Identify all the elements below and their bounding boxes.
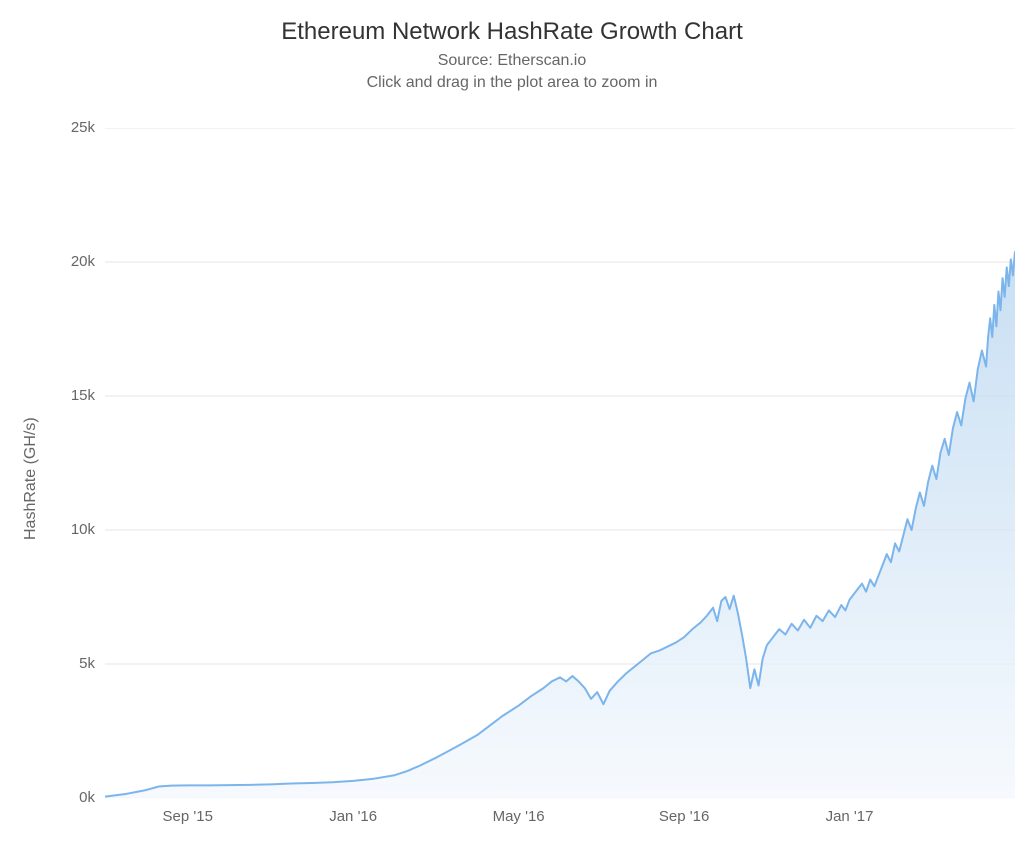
chart-svg xyxy=(105,128,1015,798)
chart-container: Ethereum Network HashRate Growth Chart S… xyxy=(0,0,1024,853)
chart-title: Ethereum Network HashRate Growth Chart xyxy=(0,18,1024,46)
chart-subtitle-hint: Click and drag in the plot area to zoom … xyxy=(0,74,1024,92)
y-tick-label: 15k xyxy=(71,387,95,404)
y-axis-title: HashRate (GH/s) xyxy=(22,417,40,540)
y-tick-label: 10k xyxy=(71,521,95,538)
x-tick-label: Jan '16 xyxy=(323,808,383,825)
chart-subtitle-source: Source: Etherscan.io xyxy=(0,52,1024,70)
y-tick-label: 25k xyxy=(71,119,95,136)
y-tick-label: 20k xyxy=(71,253,95,270)
area-fill xyxy=(105,251,1015,798)
plot-area[interactable] xyxy=(105,128,1015,798)
x-tick-label: Sep '15 xyxy=(158,808,218,825)
x-tick-label: May '16 xyxy=(489,808,549,825)
y-tick-label: 0k xyxy=(79,789,95,806)
x-tick-label: Jan '17 xyxy=(820,808,880,825)
x-tick-label: Sep '16 xyxy=(654,808,714,825)
y-tick-label: 5k xyxy=(79,655,95,672)
